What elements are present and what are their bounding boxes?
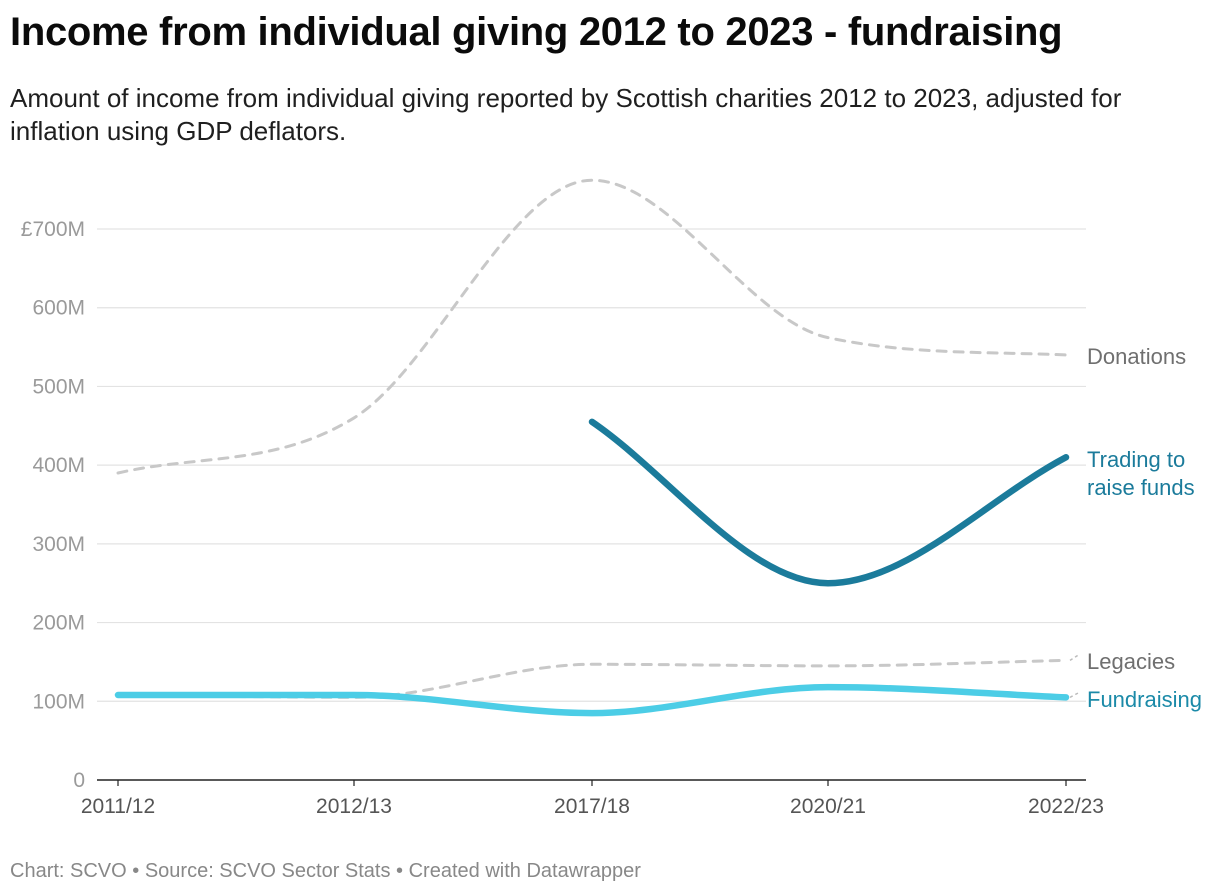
chart-footer: Chart: SCVO • Source: SCVO Sector Stats … bbox=[10, 860, 641, 883]
x-tick-label: 2017/18 bbox=[554, 795, 630, 818]
series-label-trading-to-raise-funds: Trading to bbox=[1087, 447, 1185, 472]
x-axis-ticks: 2011/12 2012/13 2017/18 2020/21 2022/23 bbox=[81, 780, 1104, 818]
gridlines bbox=[97, 228, 1086, 781]
y-tick-label: 300M bbox=[32, 533, 85, 556]
x-tick-label: 2011/12 bbox=[81, 795, 155, 818]
y-tick-label: 500M bbox=[32, 375, 85, 398]
y-tick-label: 400M bbox=[32, 454, 85, 477]
y-axis-ticks: 0 100M 200M 300M 400M 500M 600M £700M bbox=[21, 218, 85, 792]
footer-separator: • bbox=[390, 860, 409, 882]
y-tick-label: £700M bbox=[21, 218, 85, 241]
series-lines bbox=[114, 178, 1070, 717]
series-labels: Donations Trading to raise funds Legacies Fu… bbox=[1069, 344, 1202, 712]
chart-title: Income from individual giving 2012 to 20… bbox=[10, 10, 1063, 54]
y-tick-label: 0 bbox=[73, 769, 85, 792]
footer-created-with: Created with Datawrapper bbox=[408, 860, 641, 882]
y-tick-label: 600M bbox=[32, 297, 85, 320]
label-leader-fundraising bbox=[1069, 691, 1081, 699]
series-line-fundraising bbox=[114, 683, 1070, 717]
series-label-legacies: Legacies bbox=[1087, 649, 1175, 674]
y-tick-label: 200M bbox=[32, 612, 85, 635]
footer-chart-credit: Chart: SCVO bbox=[10, 860, 127, 882]
x-tick-label: 2020/21 bbox=[790, 795, 866, 818]
series-label-fundraising: Fundraising bbox=[1087, 687, 1202, 712]
series-line-trading-to-raise-funds bbox=[588, 418, 1070, 587]
footer-separator: • bbox=[126, 860, 145, 882]
footer-source: Source: SCVO Sector Stats bbox=[144, 860, 391, 882]
chart-subtitle: Amount of income from individual giving … bbox=[10, 83, 1122, 146]
x-tick-label: 2022/23 bbox=[1028, 795, 1104, 818]
series-label-trading-to-raise-funds: raise funds bbox=[1087, 475, 1195, 500]
y-tick-label: 100M bbox=[32, 690, 85, 713]
x-tick-label: 2012/13 bbox=[316, 795, 392, 818]
series-line-donations bbox=[116, 178, 1068, 475]
series-label-donations: Donations bbox=[1087, 344, 1186, 369]
label-leader-legacies bbox=[1069, 653, 1081, 661]
